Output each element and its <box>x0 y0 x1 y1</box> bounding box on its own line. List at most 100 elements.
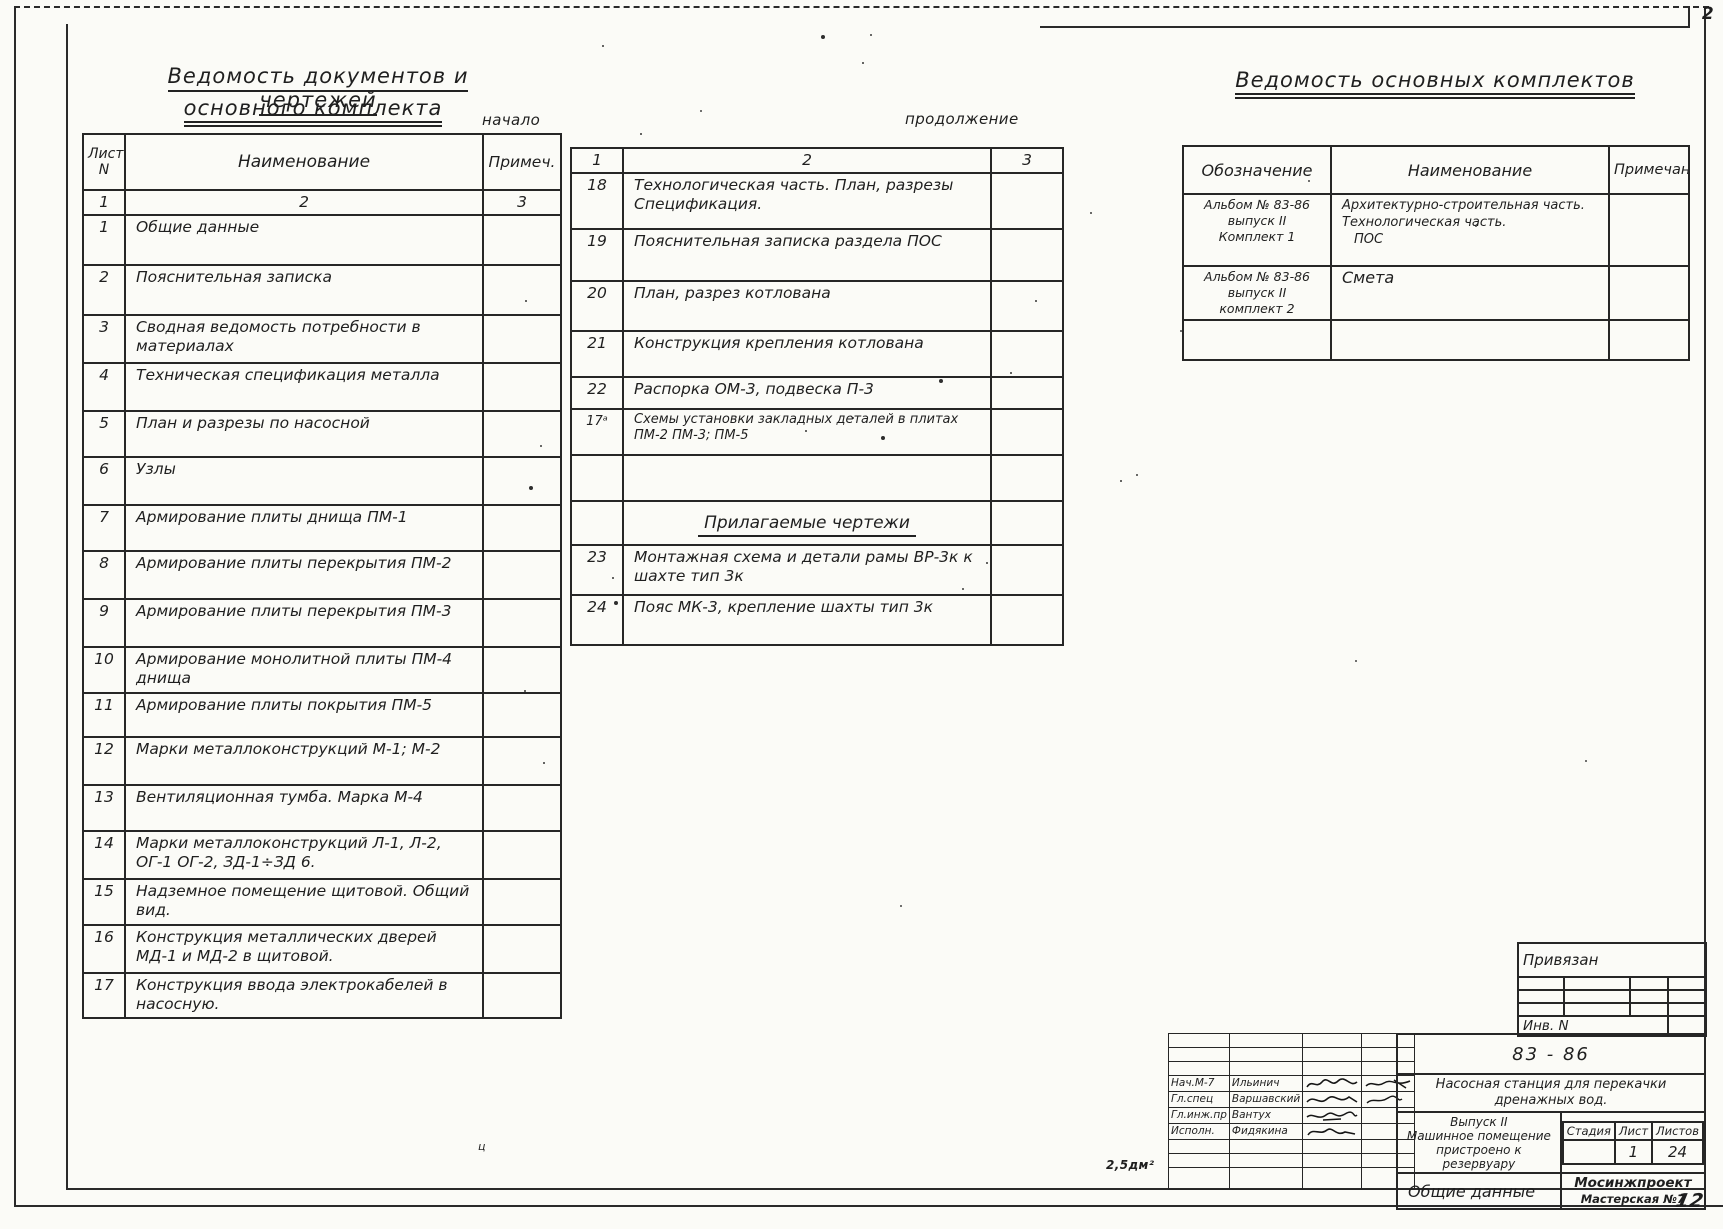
table-row: 10 Армирование монолитной плиты ПМ-4 днищ… <box>82 646 562 694</box>
signer-role: Гл.инж.пр <box>1168 1107 1230 1124</box>
table-row: 24 Пояс МК-3, крепление шахты тип 3к <box>570 594 1064 646</box>
section-heading: Прилагаемые чертежи <box>622 500 992 546</box>
row-num: 20 <box>570 280 624 332</box>
content-title: Общие данные <box>1396 1172 1562 1210</box>
row-note <box>1608 265 1690 321</box>
signer-role: Нач.М-7 <box>1168 1075 1230 1092</box>
left-table-caption-start: начало <box>482 111 541 129</box>
middle-table-caption-continue: продолжение <box>905 110 1019 128</box>
signer-row: Нач.М-7 Ильинич <box>1168 1075 1416 1092</box>
row-name: Смета <box>1330 265 1610 321</box>
table-row: 15 Надземное помещение щитовой. Общий вид… <box>82 878 562 926</box>
left-table-title-line1: Ведомость документов и чертежей <box>118 64 518 116</box>
row-note <box>482 550 562 600</box>
grid-cell <box>1302 1047 1363 1062</box>
table-row-empty <box>1182 319 1690 361</box>
row-num: 9 <box>82 598 126 648</box>
grid-cell <box>1168 1061 1230 1076</box>
row-name: Сводная ведомость потребности в материал… <box>124 314 484 364</box>
row-note <box>482 362 562 412</box>
bottom-sheet-mark: 12 <box>1673 1190 1706 1212</box>
row-num: 10 <box>82 646 126 694</box>
col-header-name: Наименование <box>1330 145 1610 195</box>
frame-left-line <box>14 6 16 1207</box>
row-num: 4 <box>82 362 126 412</box>
signer-name: Фидякина <box>1228 1123 1304 1140</box>
grid-cell <box>1168 1139 1230 1154</box>
binding-cell <box>1517 989 1565 1004</box>
table-row: 5 План и разрезы по насосной <box>82 410 562 458</box>
signature-grid: Нач.М-7 Ильинич Гл.спец Варшавский Гл.ин… <box>1168 1033 1416 1190</box>
issue-and-subtitle: Выпуск II Машинное помещение пристроено … <box>1396 1111 1562 1174</box>
grid-cell <box>1302 1061 1363 1076</box>
grid-cell <box>1168 1153 1230 1168</box>
signature-scribble <box>1302 1107 1363 1124</box>
table-row: 7 Армирование плиты днища ПМ-1 <box>82 504 562 552</box>
row-name: Архитектурно-строительная часть. Техноло… <box>1330 193 1610 267</box>
binding-cell <box>1629 976 1670 991</box>
signer-row: Гл.инж.пр Вантух <box>1168 1107 1416 1124</box>
row-name: Армирование монолитной плиты ПМ-4 днища <box>124 646 484 694</box>
binding-cell <box>1629 989 1670 1004</box>
row-name <box>1330 319 1610 361</box>
table-row: 20 План, разрез котлована <box>570 280 1064 332</box>
binding-cell <box>1667 989 1707 1004</box>
organization: Мосинжпроект Мастерская №7 <box>1559 1172 1707 1210</box>
corner-box-divider <box>1688 6 1690 28</box>
row-note <box>482 692 562 738</box>
row-note <box>482 410 562 458</box>
row-name: Вентиляционная тумба. Марка М-4 <box>124 784 484 832</box>
row-name: Надземное помещение щитовой. Общий вид. <box>124 878 484 926</box>
row-num: 19 <box>570 228 624 282</box>
workshop: Мастерская №7 <box>1580 1192 1686 1206</box>
row-name: Армирование плиты днища ПМ-1 <box>124 504 484 552</box>
table-row: 4 Техническая спецификация металла <box>82 362 562 412</box>
grid-cell <box>1228 1047 1304 1062</box>
subheader-2: 2 <box>124 189 484 216</box>
row-note <box>1608 193 1690 267</box>
grid-cell <box>1302 1167 1363 1190</box>
row-num: 2 <box>82 264 126 316</box>
scan-speckles <box>0 0 2 2</box>
row-note <box>990 330 1064 378</box>
table-row: 6 Узлы <box>82 456 562 506</box>
row-note <box>1608 319 1690 361</box>
corner-box-line <box>1040 26 1690 28</box>
table-row: 8 Армирование плиты перекрытия ПМ-2 <box>82 550 562 600</box>
grid-cell <box>1168 1047 1230 1062</box>
table-row: 17 Конструкция ввода электрокабелей в нас… <box>82 972 562 1019</box>
binding-cell <box>1667 1002 1707 1017</box>
row-num <box>570 500 624 546</box>
col-header-name: Наименование <box>124 133 484 191</box>
subheader-3: 3 <box>482 189 562 216</box>
row-name: Общие данные <box>124 214 484 266</box>
row-num: 13 <box>82 784 126 832</box>
stage-sheet-table: Стадия Лист Листов 1 24 <box>1562 1120 1703 1165</box>
row-num: 16 <box>82 924 126 974</box>
row-num: 24 <box>570 594 624 646</box>
row-num: 17 <box>82 972 126 1019</box>
subheader-1: 1 <box>570 147 624 174</box>
row-name <box>622 454 992 502</box>
table-row: 21 Конструкция крепления котлована <box>570 330 1064 378</box>
row-name: Пояс МК-3, крепление шахты тип 3к <box>622 594 992 646</box>
grid-cell <box>1228 1139 1304 1154</box>
row-name: Конструкция крепления котлована <box>622 330 992 378</box>
row-num: 3 <box>82 314 126 364</box>
row-designation <box>1182 319 1332 361</box>
table-row: 1 Общие данные <box>82 214 562 266</box>
row-name: Армирование плиты перекрытия ПМ-3 <box>124 598 484 648</box>
table-row: 22 Распорка ОМ-3, подвеска П-3 <box>570 376 1064 410</box>
row-num: 1 <box>82 214 126 266</box>
binding-cell <box>1517 1002 1565 1017</box>
frame-top-line <box>14 6 1709 8</box>
row-note <box>990 454 1064 502</box>
row-num: 14 <box>82 830 126 880</box>
signature-scribble <box>1302 1123 1363 1140</box>
document-list-table-continue: 1 2 3 18 Технологическая часть. План, раз… <box>570 147 1064 646</box>
left-table-title-line2: основного комплекта <box>168 96 458 127</box>
binding-cell <box>1517 976 1565 991</box>
signer-row: Исполн. Фидякина <box>1168 1123 1416 1140</box>
sheets-value: 24 <box>1651 1138 1703 1165</box>
